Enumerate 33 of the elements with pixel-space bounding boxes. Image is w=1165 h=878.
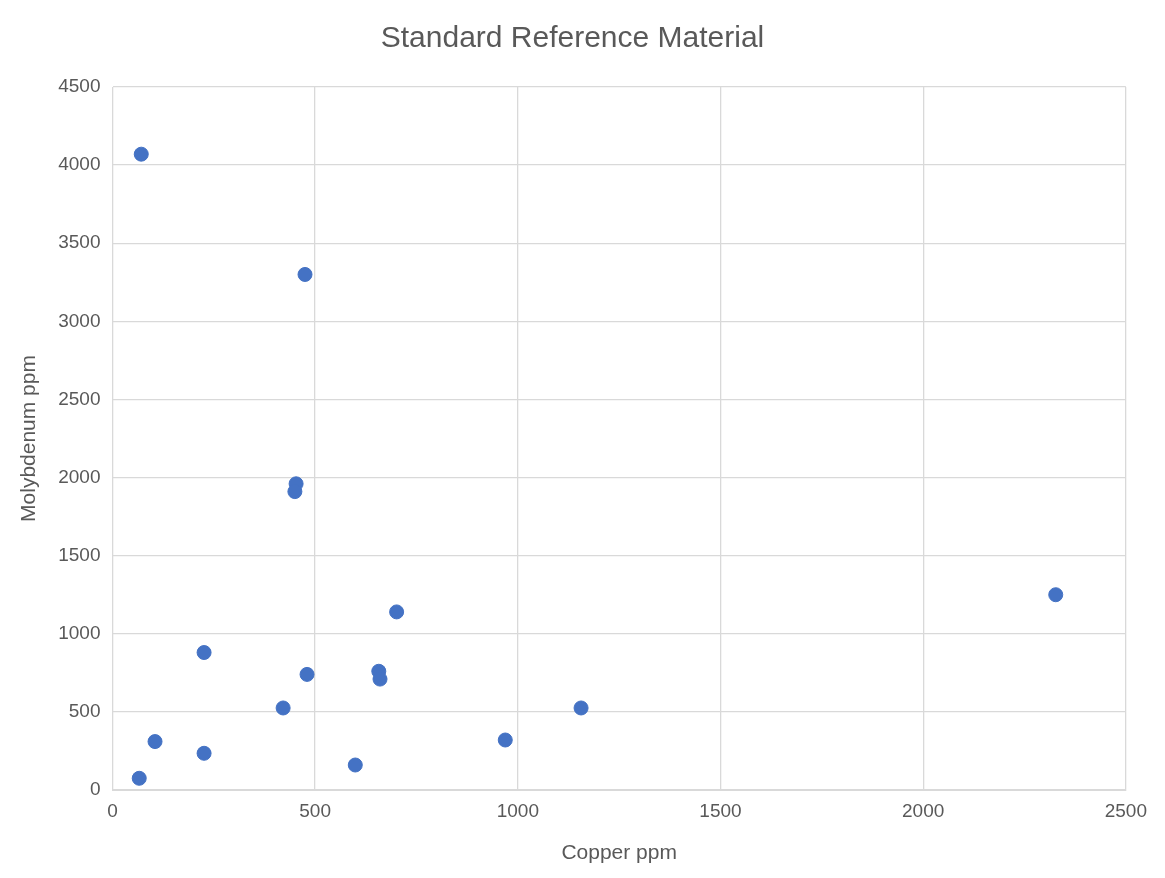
x-tick-label: 0 [107, 799, 118, 821]
y-tick-label: 500 [68, 700, 101, 722]
y-tick-label: 3500 [58, 231, 101, 253]
point [497, 732, 513, 748]
x-tick-label: 1000 [496, 799, 539, 821]
x-tick-label: 1500 [699, 799, 742, 821]
point [196, 745, 212, 761]
point [131, 770, 147, 786]
point [275, 700, 291, 716]
x-tick-label: 2500 [1104, 799, 1148, 821]
point [297, 266, 313, 282]
y-tick-label: 4000 [58, 153, 101, 175]
y-tick-label: 0 [89, 778, 101, 800]
x-tick-label: 500 [299, 799, 331, 821]
y-tick-label: 4500 [58, 75, 101, 97]
point [1048, 587, 1064, 603]
y-tick-label: 3000 [58, 309, 101, 331]
y-axis-title: Molybdenum ppm [16, 355, 40, 522]
x-tick-label: 2000 [902, 799, 945, 821]
y-tick-label: 1000 [58, 622, 101, 644]
y-tick-label: 2000 [58, 465, 101, 487]
point [196, 645, 212, 661]
point [133, 146, 149, 162]
point [147, 734, 163, 750]
point [299, 666, 315, 682]
y-tick-label: 1500 [58, 543, 101, 565]
chart-title: Standard Reference Material [380, 20, 765, 54]
point [347, 757, 363, 773]
point [389, 604, 405, 620]
y-tick-label: 2500 [58, 387, 101, 409]
point [287, 484, 303, 500]
x-axis-title: Copper ppm [561, 840, 677, 864]
point [573, 700, 589, 716]
